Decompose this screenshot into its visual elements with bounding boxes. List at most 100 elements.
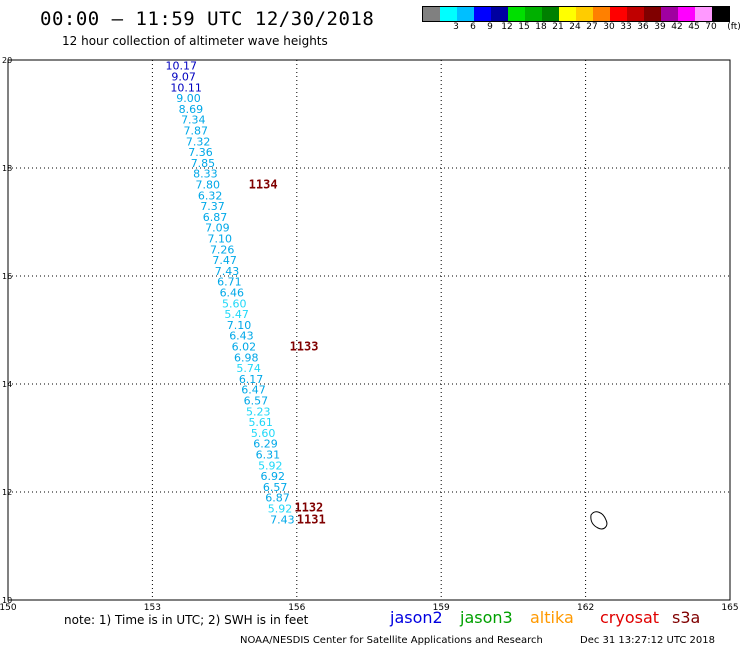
- legend-label: 45: [688, 22, 700, 32]
- legend-swatch: [627, 7, 644, 21]
- wave-height-label: 7.43: [270, 513, 295, 526]
- wave-height-label: 5.60: [222, 297, 247, 310]
- map-title: 00:00 – 11:59 UTC 12/30/2018: [40, 8, 375, 30]
- satellite-name-jason3: jason3: [460, 608, 513, 627]
- legend-label: 21: [552, 22, 564, 32]
- legend-label: 6: [470, 22, 476, 32]
- satellite-name-cryosat: cryosat: [600, 608, 660, 627]
- latitude-tick-label: 10: [2, 596, 12, 605]
- wave-height-label: 5.61: [248, 416, 273, 429]
- wave-height-label: 7.32: [186, 135, 211, 148]
- wave-height-label: 7.10: [227, 319, 252, 332]
- legend-label: 33: [620, 22, 632, 32]
- latitude-tick-label: 14: [2, 380, 12, 389]
- wave-height-label: 7.47: [212, 254, 237, 267]
- wave-height-label: 6.87: [265, 492, 290, 505]
- legend-swatch: [423, 7, 440, 21]
- wave-height-label: 10.17: [166, 60, 198, 73]
- wave-height-label: 7.09: [205, 222, 230, 235]
- legend-swatch: [508, 7, 525, 21]
- legend-label: 15: [518, 22, 530, 32]
- wave-height-label: 6.57: [244, 395, 269, 408]
- legend-swatch: [593, 7, 610, 21]
- wave-height-color-legend: [422, 6, 730, 22]
- wave-height-label: 10.11: [170, 81, 202, 94]
- wave-height-label: 7.10: [208, 233, 233, 246]
- legend-label: 42: [671, 22, 683, 32]
- legend-label: 12: [501, 22, 513, 32]
- wave-height-label: 5.47: [224, 308, 249, 321]
- latitude-tick-label: 16: [2, 272, 12, 281]
- legend-swatch: [474, 7, 491, 21]
- longitude-tick-label: 162: [577, 603, 594, 613]
- wave-height-label: 6.46: [220, 287, 245, 300]
- longitude-tick-label: 156: [288, 603, 305, 613]
- longitude-tick-label: 153: [144, 603, 161, 613]
- wave-height-label: 6.98: [234, 351, 259, 364]
- longitude-tick-label: 165: [721, 603, 738, 613]
- wave-height-label: 6.92: [260, 470, 285, 483]
- wave-height-label: 6.29: [253, 438, 278, 451]
- legend-swatch: [457, 7, 474, 21]
- latitude-tick-label: 18: [2, 164, 12, 173]
- wave-height-label: 6.17: [239, 373, 264, 386]
- pass-time-label: 1132: [294, 500, 323, 514]
- legend-swatch: [542, 7, 559, 21]
- wave-height-label: 7.85: [191, 157, 216, 170]
- satellite-name-altika: altika: [530, 608, 574, 627]
- wave-height-label: 9.07: [171, 71, 196, 84]
- latitude-tick-label: 20: [2, 56, 12, 65]
- wave-height-label: 6.87: [203, 211, 228, 224]
- legend-swatch: [525, 7, 542, 21]
- wave-height-label: 8.33: [193, 168, 218, 181]
- wave-height-label: 7.36: [188, 146, 213, 159]
- legend-label: 27: [586, 22, 598, 32]
- wave-height-label: 7.87: [183, 125, 208, 138]
- satellite-name-jason2: jason2: [390, 608, 443, 627]
- wave-height-label: 5.60: [251, 427, 276, 440]
- wave-height-label: 6.02: [232, 341, 257, 354]
- wave-height-label: 6.71: [217, 276, 242, 289]
- pass-time-label: 1133: [290, 340, 319, 354]
- legend-label: 9: [487, 22, 493, 32]
- legend-label: 3: [453, 22, 459, 32]
- legend-label: 39: [654, 22, 666, 32]
- pass-time-label: 1131: [297, 512, 326, 526]
- wave-height-label: 5.92: [258, 459, 283, 472]
- wave-height-label: 6.31: [256, 449, 281, 462]
- wave-height-label: 9.00: [176, 92, 201, 105]
- footer-note: note: 1) Time is in UTC; 2) SWH is in fe…: [64, 613, 309, 627]
- satellite-name-s3a: s3a: [672, 608, 701, 627]
- legend-swatch: [610, 7, 627, 21]
- pass-time-label: 1134: [249, 178, 278, 192]
- legend-label: 30: [603, 22, 615, 32]
- wave-height-label: 5.74: [236, 362, 261, 375]
- latitude-tick-label: 12: [2, 488, 12, 497]
- wave-height-label: 7.37: [200, 200, 225, 213]
- generation-timestamp: Dec 31 13:27:12 UTC 2018: [580, 635, 715, 646]
- map-subtitle: 12 hour collection of altimeter wave hei…: [62, 34, 328, 48]
- wave-height-label: 7.80: [196, 179, 221, 192]
- legend-swatch: [440, 7, 457, 21]
- wave-height-label: 5.23: [246, 405, 271, 418]
- wave-height-label: 6.47: [241, 384, 266, 397]
- legend-label: 18: [535, 22, 547, 32]
- legend-unit: (ft): [727, 22, 740, 32]
- map-frame: [7, 59, 731, 601]
- legend-swatch: [559, 7, 576, 21]
- credit-line: NOAA/NESDIS Center for Satellite Applica…: [240, 635, 543, 646]
- legend-swatch: [576, 7, 593, 21]
- legend-swatch: [644, 7, 661, 21]
- legend-label: 70: [705, 22, 717, 32]
- legend-swatch: [678, 7, 695, 21]
- island-coastline: [590, 511, 608, 530]
- wave-height-label: 6.43: [229, 330, 254, 343]
- wave-height-label: 6.57: [263, 481, 288, 494]
- wave-height-label: 7.43: [215, 265, 240, 278]
- legend-swatch: [491, 7, 508, 21]
- longitude-tick-label: 159: [433, 603, 450, 613]
- legend-swatch: [661, 7, 678, 21]
- legend-swatch: [712, 7, 729, 21]
- wave-height-label: 7.34: [181, 114, 206, 127]
